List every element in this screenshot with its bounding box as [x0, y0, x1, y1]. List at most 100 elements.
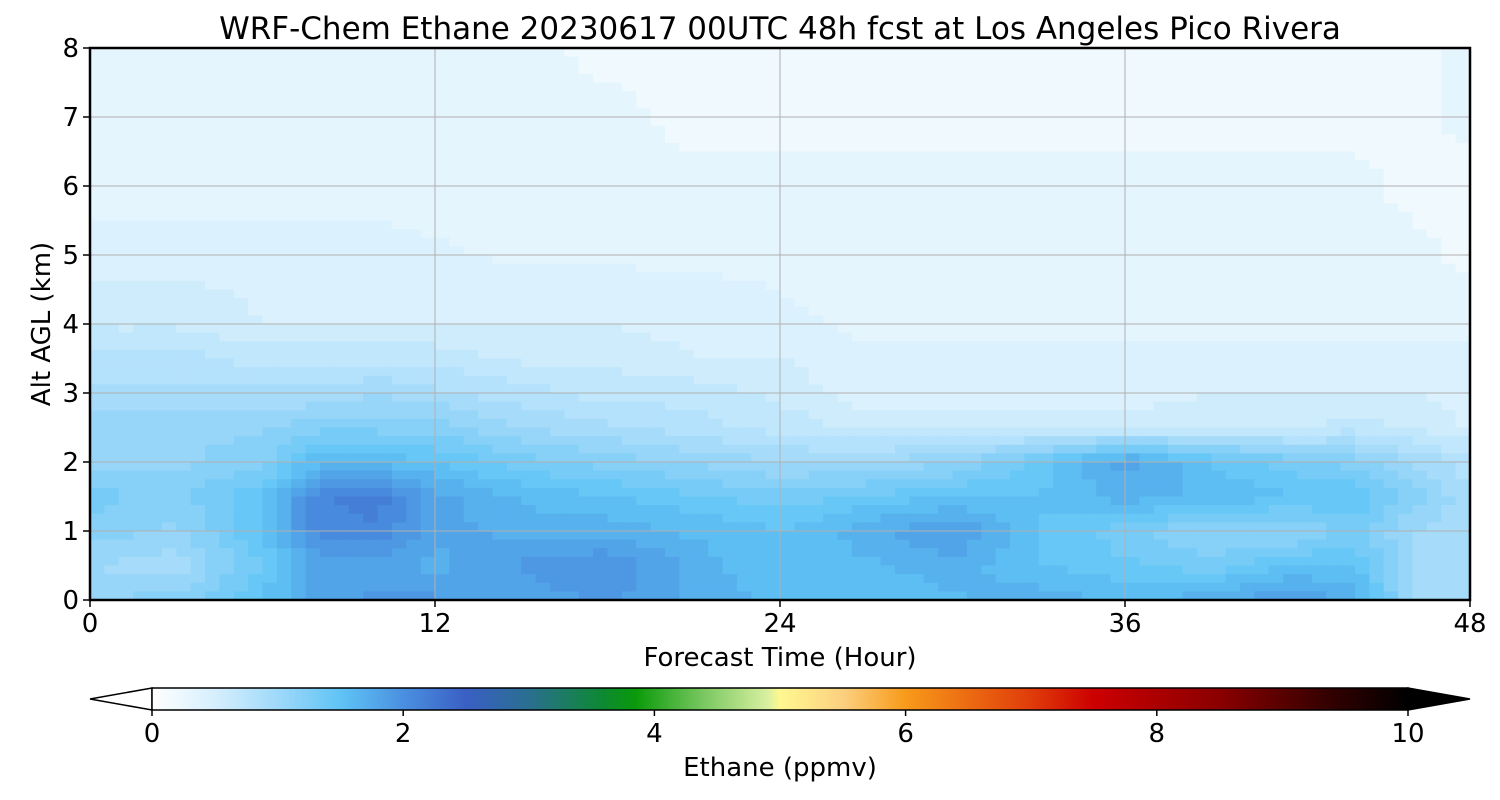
contour-cell: [1024, 324, 1040, 334]
contour-cell: [104, 255, 120, 265]
contour-cell: [966, 306, 982, 316]
contour-cell: [1340, 401, 1356, 411]
contour-cell: [837, 470, 853, 480]
contour-cell: [1139, 263, 1155, 273]
contour-cell: [1081, 263, 1097, 273]
contour-cell: [607, 211, 623, 222]
contour-cell: [1426, 82, 1442, 92]
contour-cell: [1355, 324, 1370, 334]
contour-cell: [593, 272, 609, 282]
contour-cell: [751, 117, 767, 127]
contour-cell: [1053, 142, 1069, 153]
contour-cell: [564, 349, 580, 360]
contour-cell: [880, 280, 896, 291]
contour-cell: [923, 151, 939, 161]
contour-cell: [219, 289, 235, 299]
contour-cell: [895, 56, 910, 66]
contour-cell: [780, 91, 795, 101]
contour-cell: [176, 487, 192, 498]
contour-cell: [133, 436, 149, 446]
contour-cell: [219, 280, 235, 291]
contour-cell: [1369, 82, 1385, 92]
contour-cell: [952, 125, 968, 135]
contour-cell: [1240, 487, 1255, 498]
contour-cell: [377, 298, 393, 308]
contour-cell: [621, 142, 637, 153]
contour-cell: [1240, 479, 1255, 489]
contour-cell: [621, 125, 637, 135]
contour-cell: [1139, 73, 1155, 84]
contour-cell: [837, 436, 853, 446]
contour-cell: [636, 306, 652, 316]
contour-cell: [1398, 134, 1414, 144]
contour-cell: [693, 272, 709, 282]
contour-cell: [176, 177, 192, 187]
contour-cell: [1038, 324, 1054, 334]
contour-cell: [147, 410, 163, 420]
contour-cell: [866, 142, 882, 153]
contour-cell: [837, 48, 853, 58]
contour-cell: [550, 298, 565, 308]
contour-cell: [334, 229, 350, 239]
contour-cell: [1125, 160, 1140, 170]
contour-cell: [1268, 117, 1284, 127]
contour-cell: [780, 220, 795, 230]
contour-cell: [621, 298, 637, 308]
contour-cell: [693, 479, 709, 489]
contour-cell: [765, 341, 781, 351]
contour-cell: [1254, 306, 1270, 316]
contour-cell: [823, 229, 839, 239]
contour-cell: [1369, 65, 1385, 75]
contour-cell: [1240, 142, 1255, 153]
contour-cell: [1355, 117, 1370, 127]
contour-cell: [1010, 73, 1025, 84]
contour-cell: [190, 487, 206, 498]
contour-cell: [133, 56, 149, 66]
contour-cell: [693, 220, 709, 230]
contour-cell: [276, 65, 292, 75]
contour-cell: [219, 82, 235, 92]
contour-cell: [1240, 462, 1255, 472]
contour-cell: [1383, 367, 1399, 377]
contour-cell: [377, 315, 393, 325]
contour-cell: [104, 65, 120, 75]
contour-cell: [1426, 479, 1442, 489]
contour-cell: [1326, 134, 1342, 144]
contour-cell: [1355, 125, 1370, 135]
contour-cell: [650, 470, 666, 480]
contour-cell: [1340, 341, 1356, 351]
contour-cell: [1426, 410, 1442, 420]
contour-cell: [837, 289, 853, 299]
contour-cell: [276, 134, 292, 144]
contour-cell: [808, 393, 824, 403]
contour-cell: [650, 393, 666, 403]
contour-cell: [736, 272, 752, 282]
contour-cell: [1426, 246, 1442, 256]
contour-cell: [1254, 151, 1270, 161]
contour-cell: [1383, 470, 1399, 480]
contour-cell: [981, 375, 997, 385]
contour-cell: [780, 401, 795, 411]
contour-cell: [1153, 324, 1169, 334]
contour-cell: [909, 444, 925, 454]
contour-cell: [909, 349, 925, 360]
contour-cell: [1441, 427, 1457, 437]
contour-cell: [1139, 246, 1155, 256]
contour-cell: [176, 211, 192, 222]
contour-cell: [736, 444, 752, 454]
contour-cell: [1038, 384, 1054, 394]
contour-cell: [880, 410, 896, 420]
contour-cell: [305, 324, 321, 334]
contour-cell: [521, 272, 537, 282]
contour-cell: [1067, 142, 1083, 153]
contour-cell: [1311, 410, 1327, 420]
contour-cell: [1254, 462, 1270, 472]
contour-cell: [1383, 263, 1399, 273]
contour-cell: [837, 56, 853, 66]
contour-cell: [1038, 229, 1054, 239]
contour-cell: [535, 220, 551, 230]
contour-cell: [1024, 272, 1040, 282]
contour-cell: [1024, 384, 1040, 394]
contour-cell: [320, 263, 335, 273]
contour-cell: [1455, 91, 1470, 101]
